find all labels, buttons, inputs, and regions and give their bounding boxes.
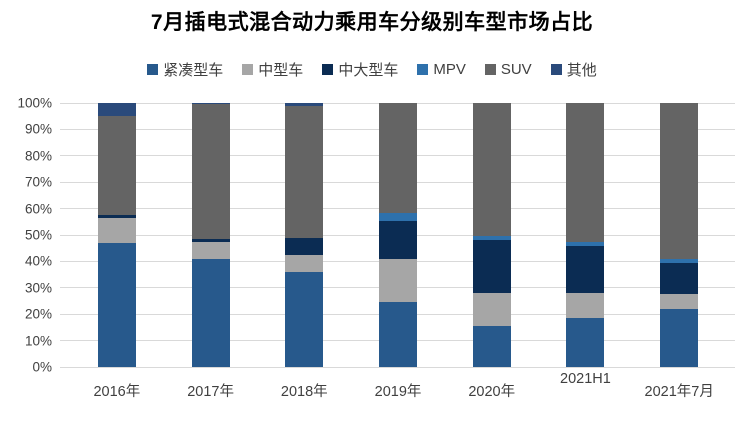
bar-segment [660,103,699,259]
legend-item: 其他 [550,59,597,80]
x-axis-category-label: 2018年 [280,384,328,400]
bar-segment [472,326,511,367]
legend-item: 紧凑型车 [147,59,223,80]
bar-slot [70,103,164,367]
y-axis-tick-label: 90% [24,121,52,137]
bar-segment [285,271,324,367]
bar-segment [660,258,699,263]
bar-slot [445,103,539,367]
bar-segment [379,103,418,213]
y-axis: 100% 90% 80% 70% 60% 50% 40% 30% 20% 10% 0% [0,96,52,375]
y-axis-tick-label: 30% [24,280,52,296]
bar-segment [660,308,699,367]
bar-segment [191,258,230,367]
legend-label: 紧凑型车 [163,62,224,79]
x-axis-category-label: 2021年7月 [644,384,714,400]
bar-segment [97,217,136,243]
legend-swatch-icon [322,64,334,75]
bar-segment [472,236,511,241]
legend-swatch-icon [484,64,496,75]
bar-segment [97,116,136,216]
bar-segment [191,104,230,239]
bar-stack-2016年 [97,103,136,367]
bar-series-area [70,103,726,367]
bar-slot [632,103,726,367]
legend-swatch-icon [147,64,159,75]
gridline [60,102,735,104]
bar-segment [191,241,230,259]
bar-segment [566,245,605,294]
legend-swatch-icon [242,64,254,75]
bar-stack-2017年 [191,103,230,367]
bar-stack-2020年 [472,103,511,367]
legend: 紧凑型车 中型车 中大型车 MPV SUV 其他 [0,59,744,80]
x-axis-category-label: 2017年 [187,384,234,400]
bar-slot [164,103,258,367]
bar-segment [566,318,605,367]
bar-segment [660,294,699,309]
bar-segment [191,238,230,242]
x-axis-category-label: 2019年 [374,384,422,400]
bar-slot [539,103,633,367]
bar-stack-2018年 [285,103,324,367]
legend-label: 中大型车 [338,62,399,79]
x-axis-category-label: 2016年 [93,384,141,400]
legend-label: 其他 [566,62,597,79]
legend-swatch-icon [417,64,429,75]
gridline [60,366,735,368]
legend-label: SUV [500,61,532,78]
x-axis-category-label: 2021H1 [560,371,611,387]
legend-item: SUV [484,61,532,78]
bar-segment [97,103,136,117]
bar-segment [660,262,699,295]
bar-segment [566,293,605,319]
bar-segment [285,103,324,106]
bar-segment [379,258,418,303]
y-axis-tick-label: 100% [17,95,52,111]
bar-segment [472,103,511,237]
bar-segment [97,242,136,367]
x-axis-category-label: 2020年 [468,384,516,400]
bar-segment [379,302,418,367]
legend-label: MPV [433,61,466,78]
bar-segment [472,240,511,294]
bar-segment [566,103,605,242]
y-axis-tick-label: 40% [24,253,52,269]
legend-item: 中大型车 [322,59,398,80]
bar-slot [351,103,445,367]
y-axis-tick-label: 10% [24,333,52,349]
bar-stack-2021年7月 [660,103,699,367]
x-axis: 2016年 2017年 2018年 2019年 2020年 2021H1 2021年7月 [70,371,726,401]
y-axis-tick-label: 60% [24,201,52,217]
y-axis-tick-label: 50% [24,227,52,243]
bar-stack-2019年 [379,103,418,367]
y-axis-tick-label: 70% [24,174,52,190]
bar-segment [285,237,324,255]
bar-segment [472,293,511,327]
bar-segment [379,220,418,259]
y-axis-tick-label: 0% [32,359,52,375]
y-axis-tick-label: 80% [24,148,52,164]
bar-segment [97,215,136,218]
chart-title: 7月插电式混合动力乘用车分级别车型市场占比 [150,11,594,34]
legend-label: 中型车 [258,62,304,79]
bar-segment [285,254,324,272]
y-axis-tick-label: 20% [24,306,52,322]
bar-segment [191,103,230,105]
bar-segment [379,212,418,221]
legend-swatch-icon [550,64,562,75]
legend-item: 中型车 [242,59,303,80]
bar-stack-2021H1 [566,103,605,367]
bar-segment [285,105,324,238]
bar-slot [257,103,351,367]
legend-item: MPV [417,61,466,78]
bar-segment [566,241,605,246]
